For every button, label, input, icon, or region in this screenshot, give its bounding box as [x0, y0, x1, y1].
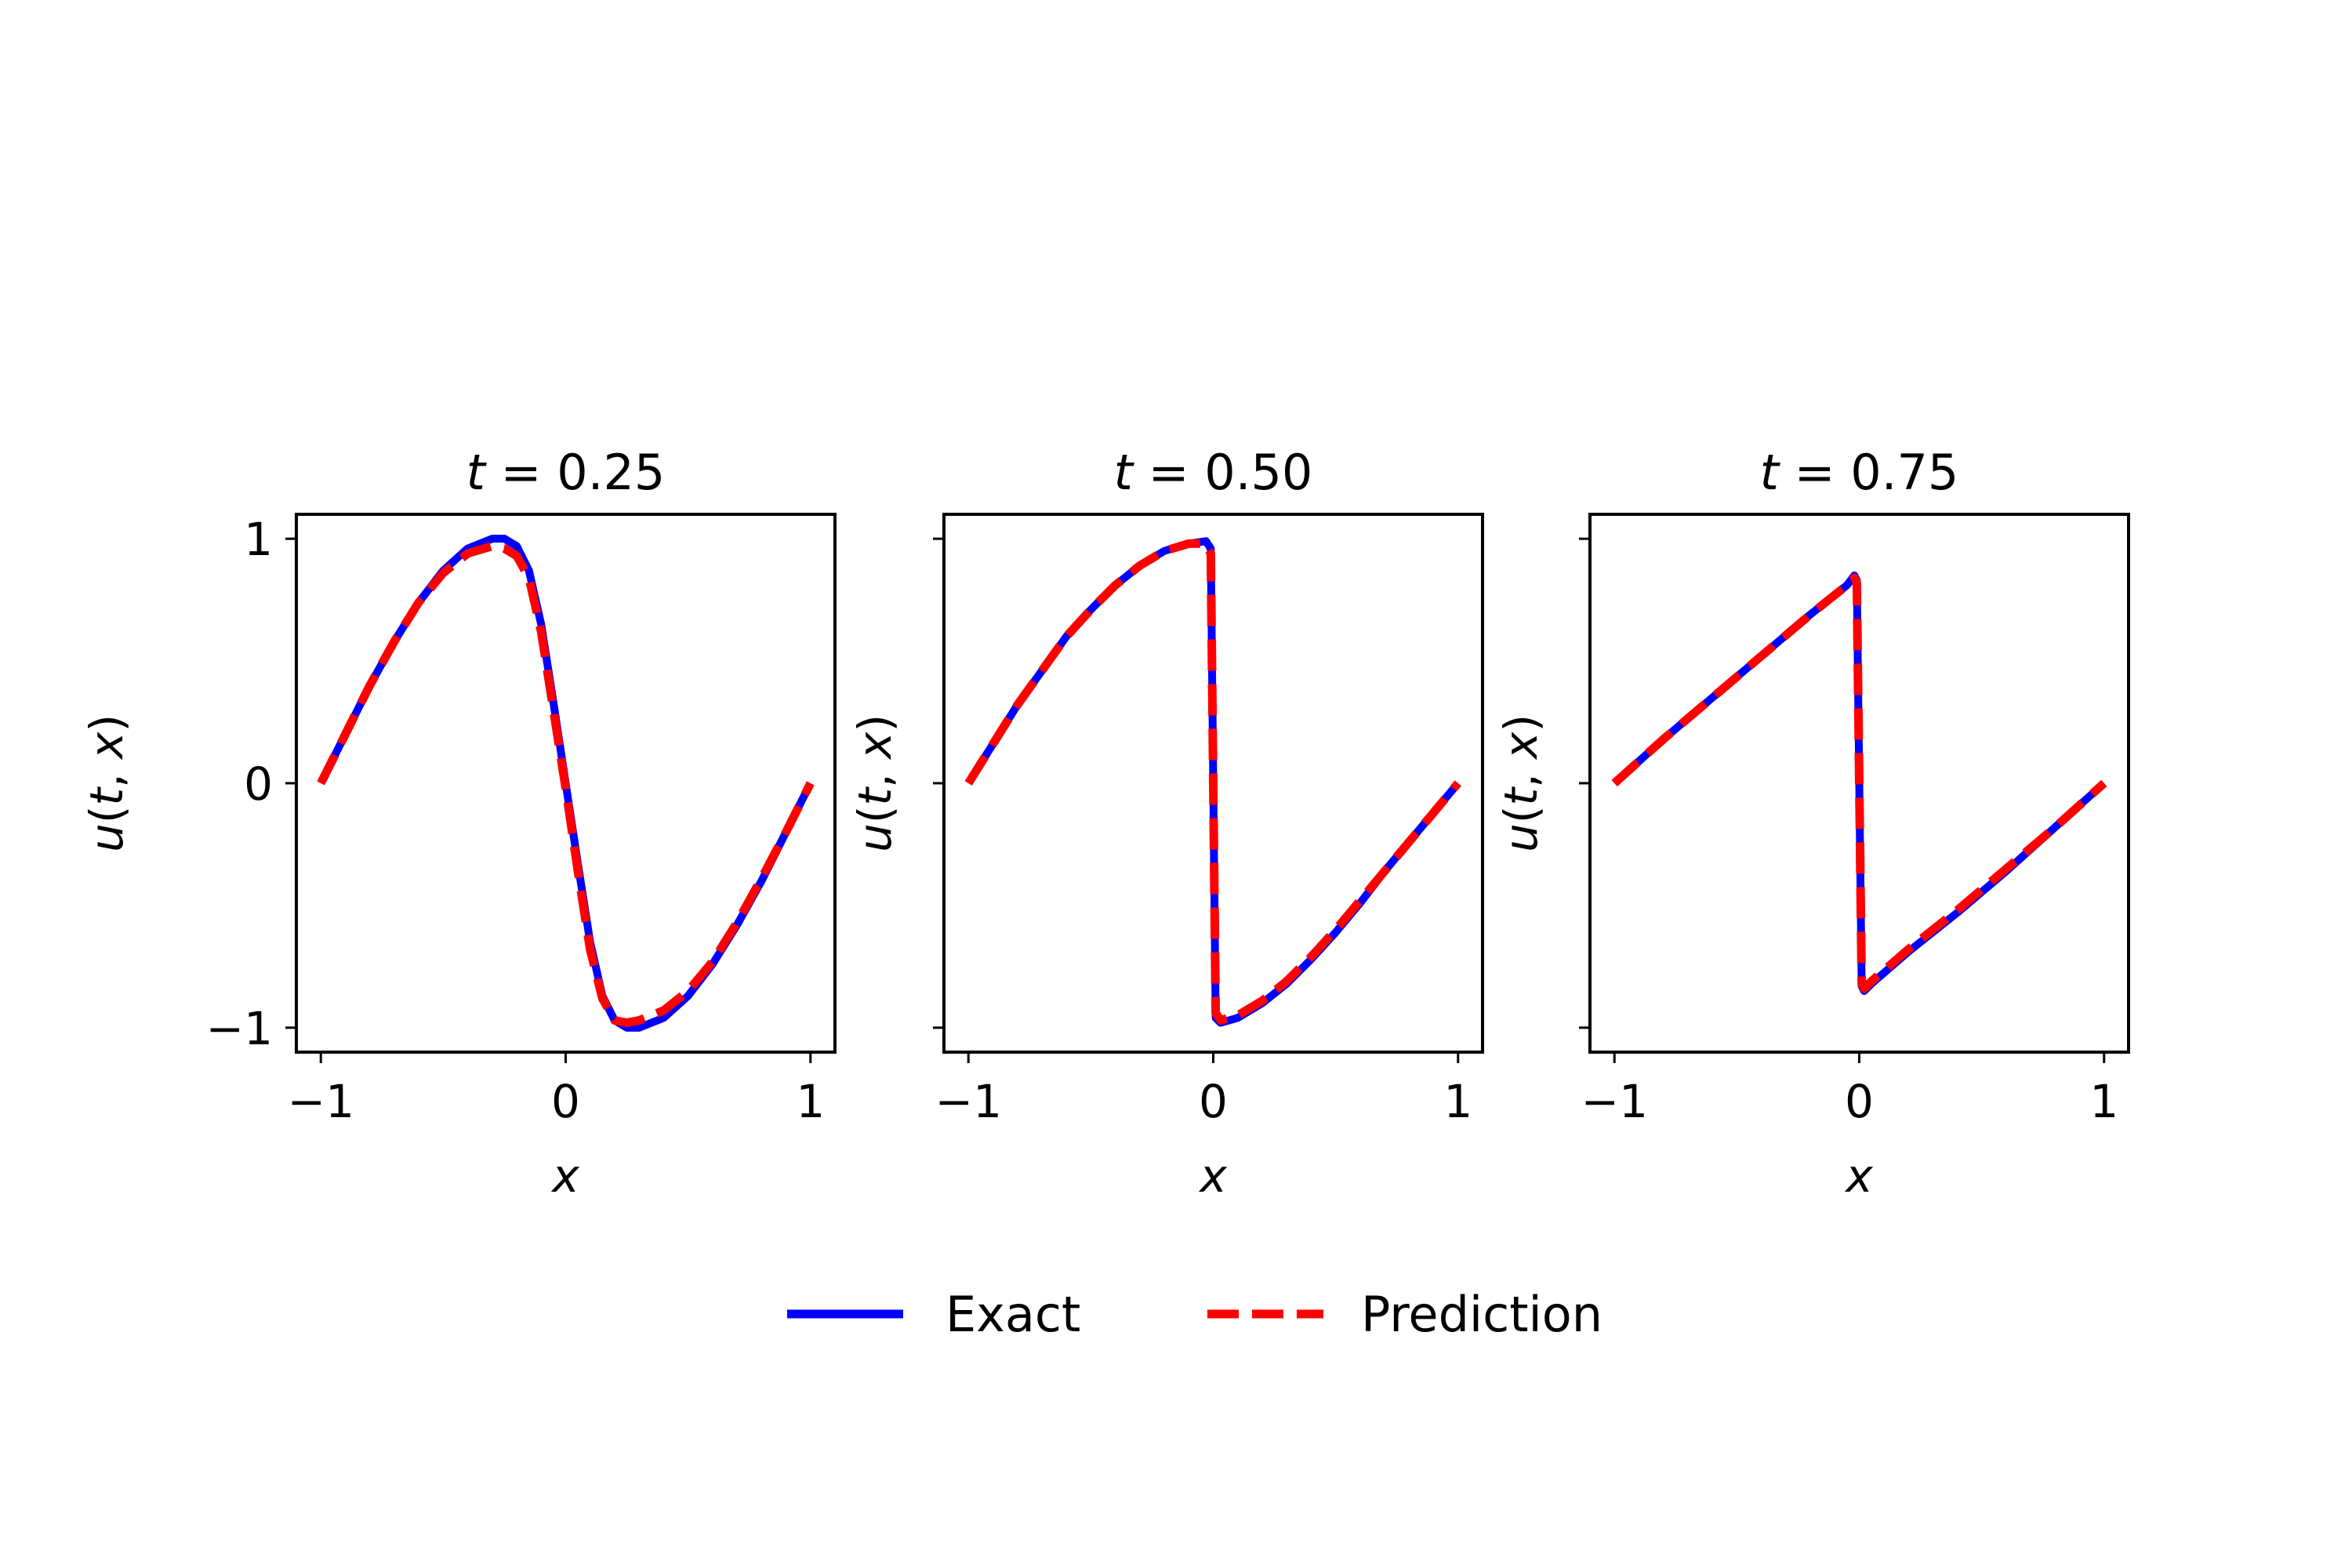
x-tick-label: 1 [1443, 1075, 1472, 1128]
legend-label: Exact [946, 1286, 1080, 1343]
x-tick-label: 0 [1845, 1075, 1874, 1128]
y-tick-label: 0 [244, 757, 273, 811]
x-axis-label: x [1844, 1149, 1873, 1203]
series-lines [317, 535, 815, 1032]
series-lines [964, 537, 1461, 1027]
subplot-3: −1 0 1 x u(t, x) t = 0.75 [1494, 444, 2130, 1203]
subplot-1: −1 0 1 −1 0 1 x u(t, x) t = 0.25 [80, 444, 837, 1203]
series-line-prediction [964, 539, 1461, 1025]
x-axis-label: x [1198, 1149, 1227, 1203]
legend-entry-prediction: Prediction [1207, 1286, 1602, 1343]
legend-label: Prediction [1361, 1286, 1602, 1343]
x-tick-label: 1 [2089, 1075, 2118, 1128]
x-tick-label: 0 [1199, 1075, 1228, 1128]
y-tick-label: 1 [244, 513, 273, 566]
subplot-title: t = 0.50 [1114, 444, 1313, 501]
x-tick-label: −1 [1581, 1075, 1648, 1128]
series-line-prediction [1611, 573, 2107, 993]
series-lines [1611, 571, 2107, 996]
y-axis-label: u(t, x) [848, 714, 902, 852]
x-tick-label: −1 [935, 1075, 1002, 1128]
subplot-title: t = 0.25 [466, 444, 666, 501]
y-axis-label: u(t, x) [1494, 714, 1548, 852]
x-tick-label: 0 [551, 1075, 580, 1128]
legend: Exact Prediction [787, 1286, 1602, 1343]
subplot-2: −1 0 1 x u(t, x) t = 0.50 [848, 444, 1484, 1203]
subplot-panels: −1 0 1 −1 0 1 x u(t, x) t = 0.25 −1 0 1 x u(t, x) t = … [80, 444, 2130, 1203]
x-axis-label: x [550, 1149, 579, 1203]
x-tick-label: 1 [796, 1075, 825, 1128]
y-axis-label: u(t, x) [80, 714, 133, 852]
x-tick-label: −1 [287, 1075, 354, 1128]
y-tick-label: −1 [206, 1002, 274, 1055]
series-line-prediction [317, 542, 815, 1028]
legend-entry-exact: Exact [787, 1286, 1080, 1343]
subplot-title: t = 0.75 [1760, 444, 1959, 501]
